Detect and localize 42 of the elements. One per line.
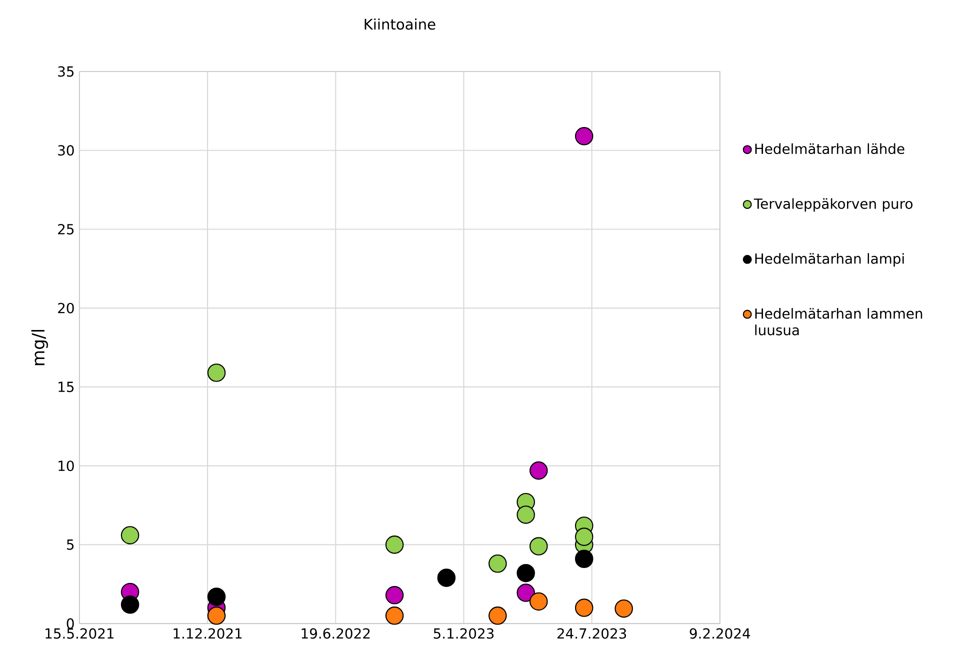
point	[120, 526, 140, 544]
point	[488, 606, 507, 625]
point	[437, 568, 456, 587]
point	[207, 587, 226, 606]
y-tick-label: 5	[67, 539, 74, 550]
point	[516, 564, 535, 582]
x-tick-label: 9.2.2024	[690, 628, 750, 639]
y-tick-label: 35	[58, 66, 74, 77]
point	[530, 461, 548, 480]
point	[574, 126, 594, 146]
point	[614, 599, 633, 618]
point	[207, 363, 226, 382]
x-tick-label: 5.1.2023	[434, 628, 494, 639]
point	[385, 606, 404, 625]
y-tick-label: 0	[66, 618, 74, 629]
point	[530, 536, 548, 556]
x-tick-label: 15.5.2021	[46, 628, 114, 639]
point	[488, 554, 507, 573]
legend-label: Hedelmätarhan lammen luusua	[755, 308, 922, 336]
point	[574, 598, 594, 617]
legend-label: Hedelmätarhan lampi	[755, 252, 904, 266]
point	[574, 528, 594, 546]
point	[516, 505, 535, 524]
point	[385, 535, 404, 554]
y-tick-label: 25	[58, 224, 74, 234]
point	[574, 550, 594, 568]
x-tick-label: 24.7.2023	[557, 628, 626, 639]
y-axis-title: mg/l	[31, 330, 48, 365]
y-tick-label: 10	[58, 460, 74, 471]
x-tick-label: 19.6.2022	[302, 628, 370, 639]
chart-title: Kiintoaine	[364, 18, 436, 30]
y-tick-label: 20	[58, 302, 74, 314]
y-tick-label: 15	[58, 382, 74, 392]
point	[516, 584, 535, 602]
point	[120, 595, 140, 614]
point	[530, 592, 548, 610]
legend-label: Hedelmätarhan lähde	[755, 143, 904, 154]
y-tick-label: 30	[58, 144, 74, 156]
point	[385, 586, 404, 604]
legend-label: Tervaleppäkorven puro	[754, 198, 912, 212]
x-tick-label: 1.12.2021	[174, 628, 242, 639]
point	[207, 606, 226, 625]
